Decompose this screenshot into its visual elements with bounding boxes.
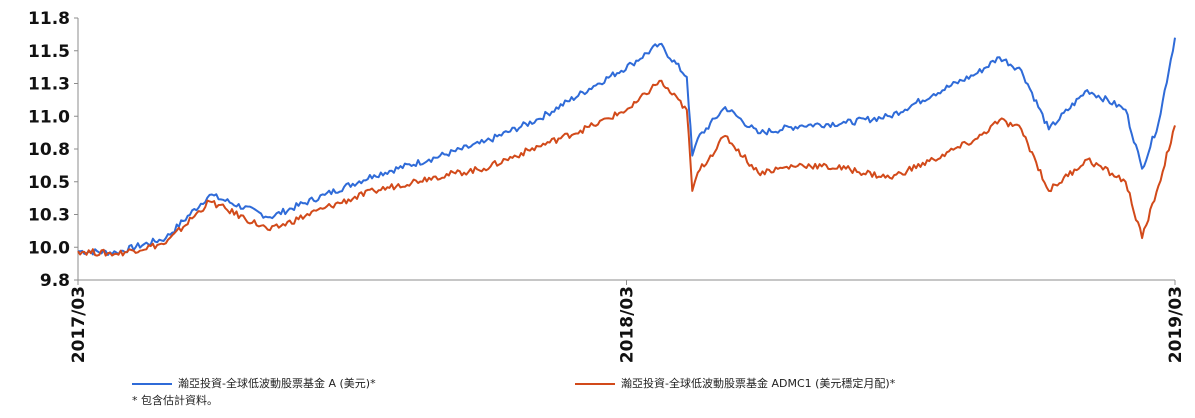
x-tick-label: 2019/03 — [1166, 286, 1186, 363]
y-tick-label: 10.5 — [28, 173, 70, 193]
y-tick-label: 10.3 — [28, 206, 70, 226]
y-tick-label: 10.0 — [28, 238, 70, 258]
x-axis: 2017/03 2018/03 2019/03 — [69, 279, 1186, 363]
footnote: * 包含估計資料。 — [132, 394, 218, 407]
legend-label-series-a: 瀚亞投資-全球低波動股票基金 A (美元)* — [178, 377, 376, 390]
legend-swatch-series-b — [575, 383, 615, 385]
x-tick-label: 2017/03 — [69, 286, 89, 363]
plot-area — [77, 37, 1176, 257]
series-line-a — [77, 37, 1176, 256]
x-tick-label: 2018/03 — [618, 286, 638, 363]
legend-swatch-series-a — [132, 383, 172, 385]
legend-item-series-b: 瀚亞投資-全球低波動股票基金 ADMC1 (美元穩定月配)* — [575, 375, 895, 391]
series-line-b — [77, 79, 1176, 257]
y-tick-label: 10.8 — [28, 140, 70, 160]
y-axis: 11.8 11.5 11.3 11.0 10.8 10.5 10.3 10.0 9.8 — [28, 9, 79, 291]
legend-label-series-b: 瀚亞投資-全球低波動股票基金 ADMC1 (美元穩定月配)* — [621, 377, 896, 390]
y-tick-label: 9.8 — [40, 271, 70, 291]
legend-item-series-a: 瀚亞投資-全球低波動股票基金 A (美元)* — [132, 375, 376, 391]
y-tick-label: 11.0 — [28, 107, 70, 127]
y-tick-label: 11.8 — [28, 9, 70, 29]
y-tick-label: 11.5 — [28, 42, 70, 62]
y-tick-label: 11.3 — [28, 75, 70, 95]
